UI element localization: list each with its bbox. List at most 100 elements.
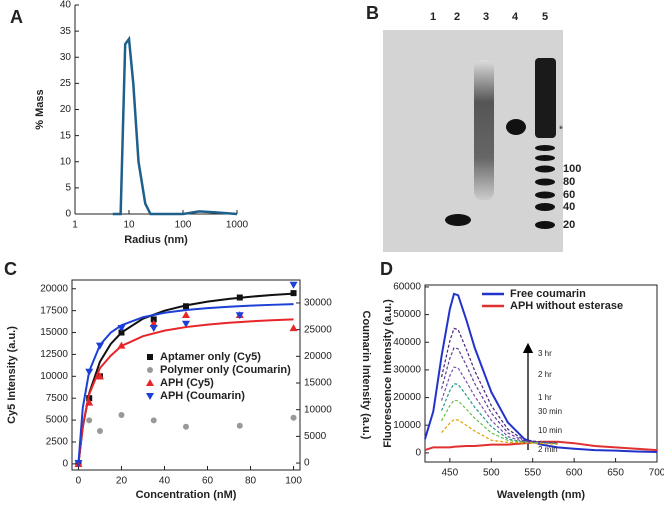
data-point [96,428,103,435]
y2-tick-label: 15000 [304,378,332,389]
data-point [150,316,157,323]
x-tick-label: 1 [72,220,78,231]
legend-label: Aptamer only (Cy5) [160,351,261,363]
data-point [290,290,297,297]
y-tick-label: 20000 [393,392,421,403]
series-line [77,303,294,464]
plot-frame [71,279,301,471]
x-tick-label: 450 [442,468,459,479]
x-axis-label: Concentration (nM) [136,489,237,501]
y-tick-label: 2500 [46,437,69,448]
x-tick-label: 600 [566,468,583,479]
chart: D 450 500 550 600 650 700 0 10000 20000 30000 40000… [380,259,664,501]
x-tick-label: 100 [285,476,302,487]
legend-label: APH (Cy5) [160,377,214,389]
data-point [236,422,243,429]
marker-label: 40 [563,201,575,213]
y2-tick-label: 20000 [304,351,332,362]
y-tick-label: 20000 [40,283,68,294]
legend-marker [147,354,153,360]
panel-label: D [380,259,393,279]
x-tick-label: 500 [483,468,500,479]
lane-label: 3 [483,11,489,23]
y2-tick-label: 30000 [304,298,332,309]
y-axis-label: % Mass [34,89,46,129]
x-tick-label: 80 [245,476,257,487]
x-tick-label: 40 [159,476,171,487]
x-tick-label: 20 [116,476,128,487]
y-tick-label: 30 [60,52,72,63]
y-tick-label: 35 [60,26,72,37]
y-tick-label: 5000 [46,415,69,426]
series-line [77,318,294,464]
x-tick-label: 550 [524,468,541,479]
x-tick-label: 700 [649,468,664,479]
legend-label: Polymer only (Coumarin) [160,364,291,376]
data-point [289,281,298,289]
gel [383,30,563,252]
data-point [182,320,190,328]
time-label: 2 min [538,445,558,454]
marker-label: 100 [563,163,581,175]
lane-label: 4 [512,11,519,23]
data-point [150,417,157,424]
data-point [118,412,125,419]
x-tick-label: 1000 [226,220,249,231]
x-tick-label: 60 [202,476,214,487]
time-label: 2 hr [538,370,552,379]
data-point [289,324,298,332]
y-tick-label: 0 [62,459,68,470]
ladder-bands [535,145,555,229]
y-tick-label: 10 [60,156,72,167]
x-tick-label: 10 [123,220,135,231]
data-point [235,312,244,320]
series-line [441,383,558,445]
y-tick-label: 17500 [40,305,68,316]
ladder [535,58,556,138]
gel-panel: B 1 2 3 4 5 * 100 80 60 40 20 [366,3,581,252]
x-axis-label: Radius (nm) [124,234,188,246]
band [506,119,526,135]
y-tick-label: 0 [415,448,421,459]
y-tick-label: 40000 [393,337,421,348]
time-label: 3 hr [538,349,552,358]
legend-label: APH without esterase [510,300,623,312]
y-tick-label: 60000 [393,282,421,293]
time-label: 10 min [538,426,562,435]
x-tick-label: 100 [175,220,192,231]
lane-label: 2 [454,11,460,23]
panel-label: C [4,259,17,279]
marker-label: 20 [563,219,575,231]
band [445,214,471,226]
y-tick-label: 25 [60,78,72,89]
y-tick-label: 20 [60,104,72,115]
data-point [183,423,189,430]
series-line [440,327,558,444]
panel-label: A [10,7,23,27]
y-axis-label: Fluorescence Intensity (a.u.) [382,299,394,448]
marker-label: 60 [563,189,575,201]
series-line [440,347,558,444]
y2-tick-label: 10000 [304,404,332,415]
y-tick-label: 5 [65,183,71,194]
time-label: 30 min [538,407,562,416]
x-tick-label: 0 [76,476,82,487]
series-line [441,366,558,445]
legend-marker [147,367,153,373]
y-axis-label: Cy5 Intensity (a.u.) [6,326,18,424]
data-point [149,319,158,327]
series-line [441,399,558,445]
panel-label: B [366,3,379,23]
y-tick-label: 15 [60,130,72,141]
asterisk: * [559,125,563,136]
data-point [149,325,158,333]
x-axis-label: Wavelength (nm) [497,489,586,501]
legend-label: APH (Coumarin) [160,390,245,402]
data-point [95,372,104,380]
series-line [112,35,238,216]
y-tick-label: 7500 [46,393,69,404]
y-tick-label: 30000 [393,365,421,376]
smear [474,60,494,200]
legend-label: Free coumarin [510,288,586,300]
